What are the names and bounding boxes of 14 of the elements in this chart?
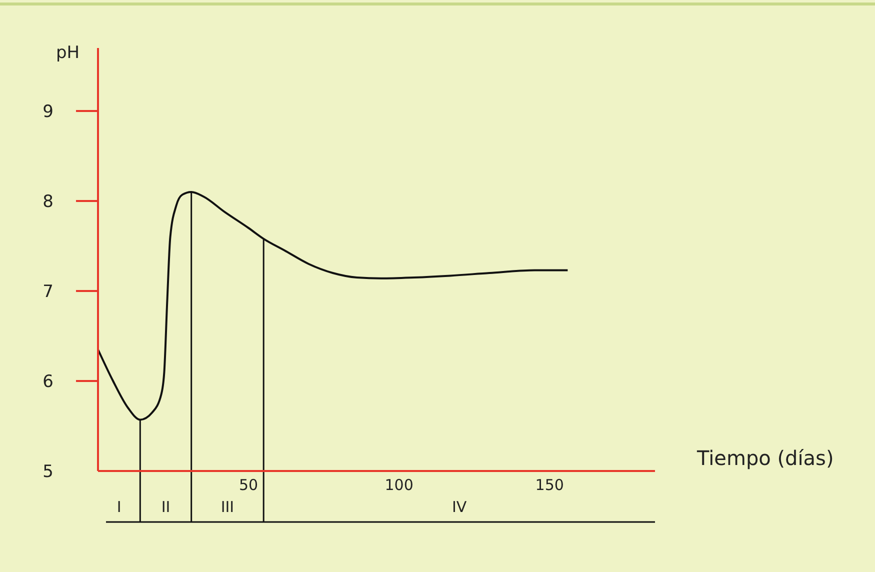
x-tick-label: 50 [238, 476, 258, 494]
x-axis-title: Tiempo (días) [696, 446, 834, 470]
x-tick-label: 100 [384, 476, 414, 494]
y-axis-title: pH [56, 43, 80, 63]
text: II [161, 498, 170, 516]
text: III [220, 498, 234, 516]
y-tick-label: 8 [42, 192, 54, 212]
text: IV [452, 498, 468, 516]
y-tick-label: 9 [42, 102, 54, 122]
y-tick-label: 5 [42, 462, 54, 482]
text: I [116, 498, 122, 516]
y-tick-label: 6 [42, 372, 54, 392]
y-tick-label: 7 [42, 282, 54, 302]
x-tick-label: 150 [535, 476, 564, 494]
